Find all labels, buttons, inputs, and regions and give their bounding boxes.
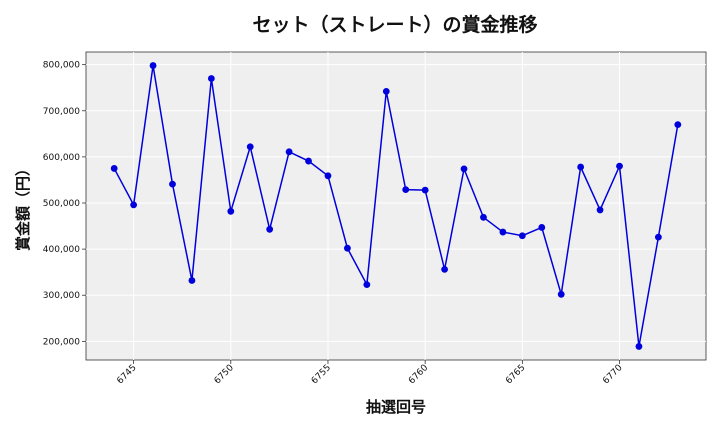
grid-lines <box>86 52 706 360</box>
data-point <box>518 232 526 240</box>
x-tick-label: 6765 <box>504 363 527 386</box>
data-point <box>654 233 662 241</box>
chart-title: セット（ストレート）の賞金推移 <box>252 13 537 36</box>
data-point <box>635 343 643 350</box>
y-axis-label: 賞金額（円） <box>14 161 32 251</box>
data-point <box>110 165 118 172</box>
y-axis-ticks: 200,000 300,000 400,000 500,000 600,000 700,0… <box>43 61 86 347</box>
x-tick-label: 6755 <box>310 363 333 386</box>
data-point <box>149 62 157 69</box>
data-point <box>285 148 293 156</box>
data-point <box>402 186 410 194</box>
data-point <box>499 228 507 236</box>
data-point <box>305 157 312 165</box>
series-line <box>113 65 679 347</box>
data-point <box>169 180 176 188</box>
y-tick-label: 800,000 <box>43 61 80 71</box>
y-tick-label: 400,000 <box>43 245 80 255</box>
data-point <box>441 266 448 273</box>
data-point <box>266 225 274 233</box>
data-point <box>538 224 546 231</box>
data-point <box>227 207 235 215</box>
data-point <box>324 172 332 180</box>
plot-area <box>85 51 707 361</box>
data-point <box>207 75 215 82</box>
data-point <box>363 281 371 289</box>
y-tick-label: 600,000 <box>43 153 80 163</box>
series-group <box>110 62 682 350</box>
x-tick-label: 6760 <box>407 363 430 386</box>
x-axis-ticks: 6745 6750 6755 6760 6765 6770 <box>115 360 625 386</box>
data-point <box>616 162 623 170</box>
data-point <box>557 290 565 298</box>
data-point <box>246 143 254 151</box>
data-point <box>577 163 585 171</box>
y-tick-label: 700,000 <box>43 107 80 117</box>
data-point <box>382 88 390 95</box>
data-point <box>188 277 196 284</box>
x-tick-label: 6770 <box>601 363 624 386</box>
data-point <box>421 186 429 194</box>
y-tick-label: 200,000 <box>43 337 80 347</box>
data-point <box>344 244 351 252</box>
x-tick-label: 6745 <box>115 363 138 386</box>
data-point <box>130 201 138 209</box>
y-tick-label: 500,000 <box>43 199 80 209</box>
data-point <box>460 165 468 173</box>
x-axis-label: 抽選回号 <box>366 398 426 416</box>
y-tick-label: 300,000 <box>43 291 80 301</box>
data-point <box>674 121 682 129</box>
x-tick-label: 6750 <box>213 363 236 386</box>
data-point <box>596 206 604 214</box>
data-point <box>480 213 487 221</box>
